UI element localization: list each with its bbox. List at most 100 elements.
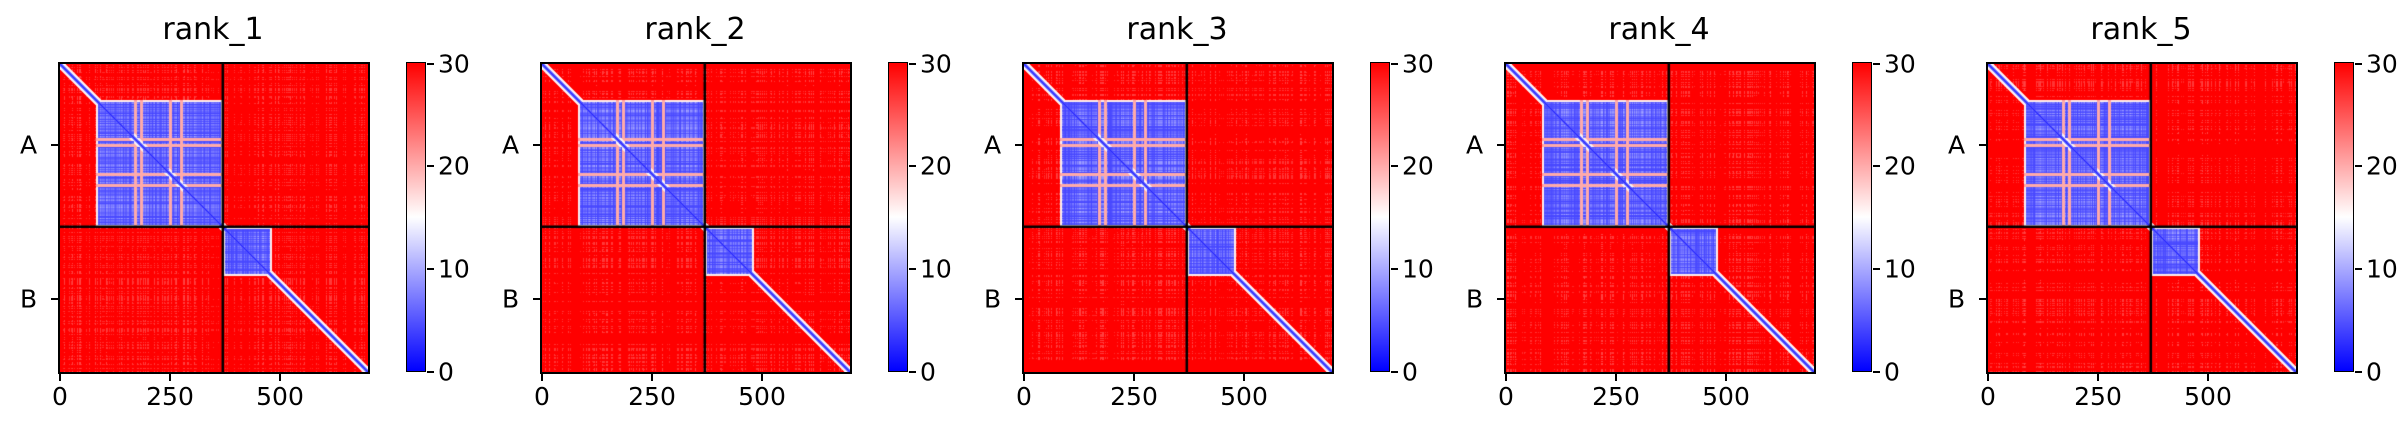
y-chain-label: B bbox=[502, 284, 520, 314]
heatmap bbox=[1022, 62, 1334, 374]
colorbar-tick-mark bbox=[2355, 62, 2362, 65]
x-tick-mark bbox=[1505, 374, 1507, 381]
colorbar-tick-label: 20 bbox=[1884, 151, 1916, 181]
colorbar bbox=[2334, 62, 2354, 372]
colorbar-tick-mark bbox=[909, 165, 916, 168]
heatmap-cells bbox=[1506, 64, 1814, 372]
x-tick-label: 250 bbox=[2074, 382, 2122, 411]
y-tick-mark bbox=[1497, 298, 1504, 301]
colorbar-tick-label: 10 bbox=[1402, 254, 1434, 284]
x-tick-mark bbox=[279, 374, 281, 381]
colorbar-tick-label: 0 bbox=[1884, 357, 1900, 386]
colorbar-tick-mark bbox=[909, 370, 916, 373]
heatmap bbox=[540, 62, 852, 374]
chart-title: rank_2 bbox=[644, 12, 746, 47]
x-tick-label: 250 bbox=[1592, 382, 1640, 411]
x-tick-label: 0 bbox=[534, 382, 550, 411]
colorbar-tick-label: 10 bbox=[920, 254, 952, 284]
colorbar-tick-label: 30 bbox=[920, 49, 952, 78]
colorbar-tick-mark bbox=[1873, 62, 1880, 65]
colorbar-tick-mark bbox=[427, 267, 434, 270]
colorbar-gradient bbox=[2335, 63, 2353, 371]
x-tick-label: 0 bbox=[1980, 382, 1996, 411]
x-tick-label: 500 bbox=[1702, 382, 1750, 411]
heatmap bbox=[1504, 62, 1816, 374]
colorbar-tick-label: 20 bbox=[1402, 151, 1434, 181]
colorbar-tick-mark bbox=[2355, 267, 2362, 270]
x-tick-label: 500 bbox=[2184, 382, 2232, 411]
colorbar-tick-mark bbox=[909, 267, 916, 270]
heatmap-cells bbox=[542, 64, 850, 372]
colorbar-tick-mark bbox=[1391, 370, 1398, 373]
colorbar-tick-label: 30 bbox=[438, 49, 470, 78]
x-tick-mark bbox=[169, 374, 171, 381]
x-tick-mark bbox=[2207, 374, 2209, 381]
colorbar-gradient bbox=[1853, 63, 1871, 371]
y-chain-label: A bbox=[1466, 130, 1484, 160]
colorbar-tick-mark bbox=[1391, 165, 1398, 168]
colorbar bbox=[1852, 62, 1872, 372]
colorbar-tick-label: 30 bbox=[2366, 49, 2398, 78]
y-tick-mark bbox=[51, 298, 58, 301]
colorbar-tick-mark bbox=[909, 62, 916, 65]
x-tick-label: 0 bbox=[52, 382, 68, 411]
heatmap bbox=[1986, 62, 2298, 374]
x-tick-mark bbox=[1243, 374, 1245, 381]
x-tick-label: 500 bbox=[1220, 382, 1268, 411]
y-tick-mark bbox=[51, 144, 58, 147]
x-tick-mark bbox=[2097, 374, 2099, 381]
colorbar-tick-label: 10 bbox=[438, 254, 470, 284]
colorbar-tick-mark bbox=[2355, 165, 2362, 168]
colorbar-tick-label: 20 bbox=[2366, 151, 2398, 181]
colorbar-tick-mark bbox=[427, 62, 434, 65]
heatmap-cells bbox=[1988, 64, 2296, 372]
colorbar-tick-mark bbox=[1873, 370, 1880, 373]
colorbar-tick-label: 0 bbox=[1402, 357, 1418, 386]
colorbar-tick-label: 10 bbox=[1884, 254, 1916, 284]
x-tick-mark bbox=[1023, 374, 1025, 381]
chart-panel: rank_1 0 250 500 A B 0 10 20 30 bbox=[20, 0, 538, 438]
x-tick-label: 0 bbox=[1498, 382, 1514, 411]
y-chain-label: B bbox=[1948, 284, 1966, 314]
y-tick-mark bbox=[1015, 298, 1022, 301]
colorbar bbox=[1370, 62, 1390, 372]
y-tick-mark bbox=[533, 298, 540, 301]
x-tick-label: 500 bbox=[256, 382, 304, 411]
colorbar-gradient bbox=[407, 63, 425, 371]
x-tick-label: 250 bbox=[146, 382, 194, 411]
x-tick-mark bbox=[1987, 374, 1989, 381]
x-tick-mark bbox=[1615, 374, 1617, 381]
colorbar-gradient bbox=[889, 63, 907, 371]
y-chain-label: B bbox=[1466, 284, 1484, 314]
x-tick-mark bbox=[761, 374, 763, 381]
y-chain-label: A bbox=[984, 130, 1002, 160]
x-tick-mark bbox=[1725, 374, 1727, 381]
colorbar-tick-label: 30 bbox=[1884, 49, 1916, 78]
colorbar-tick-label: 20 bbox=[920, 151, 952, 181]
colorbar-tick-label: 20 bbox=[438, 151, 470, 181]
chart-title: rank_4 bbox=[1608, 12, 1710, 47]
y-tick-mark bbox=[533, 144, 540, 147]
x-tick-mark bbox=[1133, 374, 1135, 381]
chart-title: rank_1 bbox=[162, 12, 264, 47]
colorbar-tick-mark bbox=[1391, 62, 1398, 65]
chart-panel: rank_2 0 250 500 A B 0 10 20 30 bbox=[502, 0, 1020, 438]
heatmap bbox=[58, 62, 370, 374]
colorbar-tick-mark bbox=[1873, 165, 1880, 168]
heatmap-cells bbox=[1024, 64, 1332, 372]
x-tick-mark bbox=[651, 374, 653, 381]
chart-panel: rank_4 0 250 500 A B 0 10 20 30 bbox=[1466, 0, 1984, 438]
colorbar-tick-mark bbox=[2355, 370, 2362, 373]
colorbar-tick-mark bbox=[427, 165, 434, 168]
colorbar-gradient bbox=[1371, 63, 1389, 371]
y-tick-mark bbox=[1497, 144, 1504, 147]
y-chain-label: A bbox=[20, 130, 38, 160]
chart-title: rank_3 bbox=[1126, 12, 1228, 47]
colorbar-tick-mark bbox=[1873, 267, 1880, 270]
x-tick-label: 250 bbox=[628, 382, 676, 411]
colorbar-tick-label: 10 bbox=[2366, 254, 2398, 284]
x-tick-label: 250 bbox=[1110, 382, 1158, 411]
colorbar-tick-label: 0 bbox=[920, 357, 936, 386]
colorbar-tick-mark bbox=[1391, 267, 1398, 270]
